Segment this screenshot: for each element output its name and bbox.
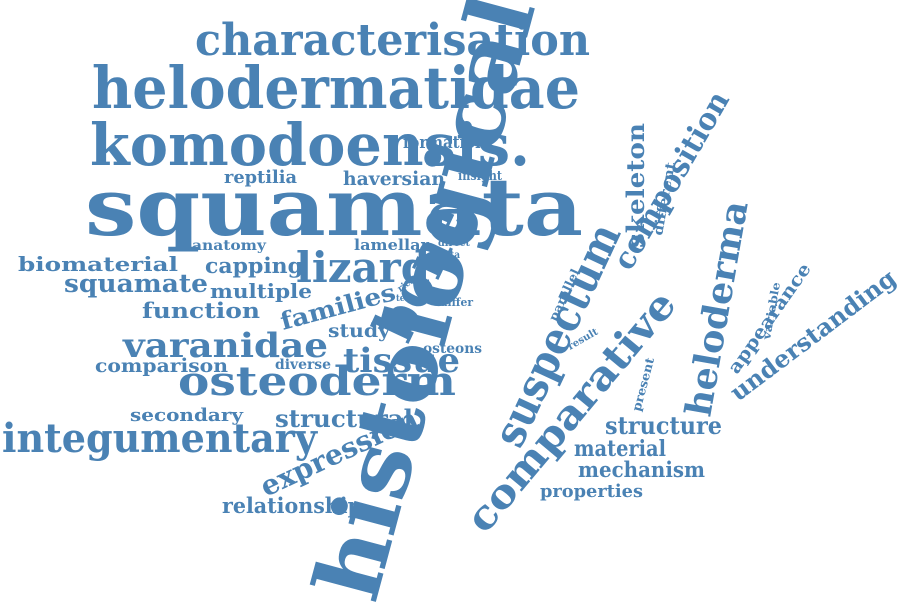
word-comparison: comparison (95, 355, 228, 377)
word-skeleton: skeleton (621, 123, 650, 248)
word-function: function (142, 298, 260, 323)
word-multiple: multiple (210, 279, 312, 303)
word-study: study (328, 320, 391, 342)
word-insight: insight (458, 169, 502, 184)
word-structure: structure (605, 411, 722, 440)
word-squamate: squamate (64, 269, 208, 298)
word-anatomy: anatomy (192, 238, 267, 254)
word-tissue: tissue (343, 341, 460, 381)
word-osteoderm: osteoderm (178, 358, 456, 405)
word-helodermatidae: helodermatidae (92, 54, 580, 122)
word-integumentary: integumentary (2, 415, 319, 462)
word-relationship: relationship (222, 493, 362, 518)
word-data: data (438, 250, 460, 261)
word-squamata: squamata (85, 160, 583, 254)
word-reptilia: reptilia (224, 167, 297, 188)
word-mechanism: mechanism (578, 457, 705, 482)
word-material: material (574, 436, 666, 462)
word-direct: direct (438, 238, 470, 249)
word-capping: capping (205, 253, 303, 278)
word-differ: differ (440, 296, 473, 309)
word-biomaterial: biomaterial (18, 252, 178, 276)
word-haversian: haversian (343, 168, 445, 190)
word-varanidae: varanidae (122, 326, 328, 366)
word-formation: formation (403, 133, 486, 153)
word-properties: properties (540, 481, 643, 502)
word-lizard: lizard (296, 243, 430, 292)
word-diverse: diverse (275, 357, 331, 373)
word-structural: structural (275, 404, 413, 433)
word-term: term (396, 294, 418, 304)
word-secondary: secondary (130, 405, 244, 426)
word-characterisation: characterisation (195, 15, 590, 66)
word-komodoensis: komodoensis. (90, 111, 530, 179)
word-lamellar: lamellar (354, 236, 430, 254)
word-osteons: osteons (423, 341, 482, 357)
